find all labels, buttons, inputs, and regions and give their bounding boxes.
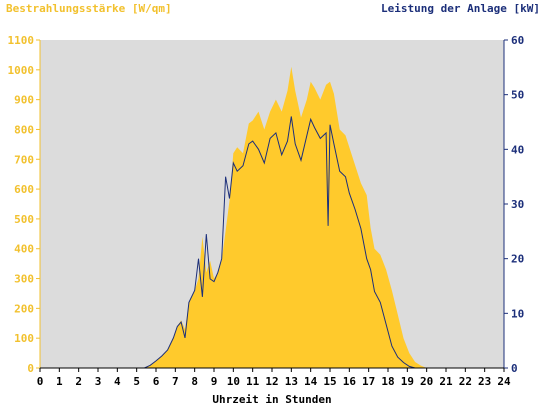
x-tick-label: 16 xyxy=(343,375,357,388)
x-tick-label: 10 xyxy=(227,375,240,388)
left-tick-label: 900 xyxy=(14,94,34,107)
irradiance-area xyxy=(40,66,504,369)
left-tick-label: 1000 xyxy=(8,64,35,77)
x-tick-label: 8 xyxy=(191,375,198,388)
left-tick-label: 700 xyxy=(14,153,34,166)
left-tick-label: 200 xyxy=(14,302,34,315)
right-tick-label: 40 xyxy=(511,143,524,156)
x-tick-label: 12 xyxy=(265,375,278,388)
right-axis-title: Leistung der Anlage [kW] xyxy=(381,2,540,15)
x-tick-label: 13 xyxy=(285,375,298,388)
right-tick-label: 50 xyxy=(511,89,524,102)
x-tick-label: 0 xyxy=(37,375,44,388)
left-tick-label: 500 xyxy=(14,213,34,226)
x-tick-label: 7 xyxy=(172,375,179,388)
left-axis-title: Bestrahlungsstärke [W/qm] xyxy=(6,2,172,15)
x-tick-label: 23 xyxy=(478,375,491,388)
x-tick-label: 22 xyxy=(459,375,472,388)
x-tick-label: 5 xyxy=(133,375,140,388)
left-tick-label: 400 xyxy=(14,243,34,256)
left-tick-label: 0 xyxy=(27,362,34,375)
x-tick-label: 2 xyxy=(75,375,82,388)
right-tick-label: 60 xyxy=(511,34,524,47)
x-tick-label: 6 xyxy=(153,375,160,388)
x-tick-label: 1 xyxy=(56,375,63,388)
x-axis-title: Uhrzeit in Stunden xyxy=(212,393,332,406)
x-tick-label: 21 xyxy=(439,375,453,388)
x-tick-label: 9 xyxy=(211,375,218,388)
x-tick-label: 11 xyxy=(246,375,260,388)
x-tick-label: 17 xyxy=(362,375,375,388)
x-tick-label: 20 xyxy=(420,375,433,388)
x-tick-label: 15 xyxy=(323,375,336,388)
x-tick-label: 3 xyxy=(95,375,102,388)
x-axis-ticks: 0 1 2 3 4 5 6 7 8 9 10 11 12 13 14 15 16 17 18 19 20 21 22 23 24 xyxy=(37,368,511,388)
left-tick-label: 300 xyxy=(14,273,34,286)
left-tick-label: 600 xyxy=(14,183,34,196)
right-tick-label: 0 xyxy=(511,362,518,375)
left-tick-label: 1100 xyxy=(8,34,35,47)
right-tick-label: 10 xyxy=(511,307,524,320)
left-axis-ticks: 0 100 200 300 400 500 600 700 800 900 1000 1100 xyxy=(8,34,40,375)
right-tick-label: 20 xyxy=(511,253,524,266)
left-tick-label: 100 xyxy=(14,332,34,345)
x-tick-label: 14 xyxy=(304,375,318,388)
power-line xyxy=(40,116,504,369)
x-tick-label: 19 xyxy=(401,375,414,388)
left-tick-label: 800 xyxy=(14,123,34,136)
right-axis-ticks: 0 10 20 30 40 50 60 xyxy=(504,34,524,375)
x-tick-label: 24 xyxy=(497,375,511,388)
x-tick-label: 18 xyxy=(381,375,394,388)
right-tick-label: 30 xyxy=(511,198,524,211)
x-tick-label: 4 xyxy=(114,375,121,388)
